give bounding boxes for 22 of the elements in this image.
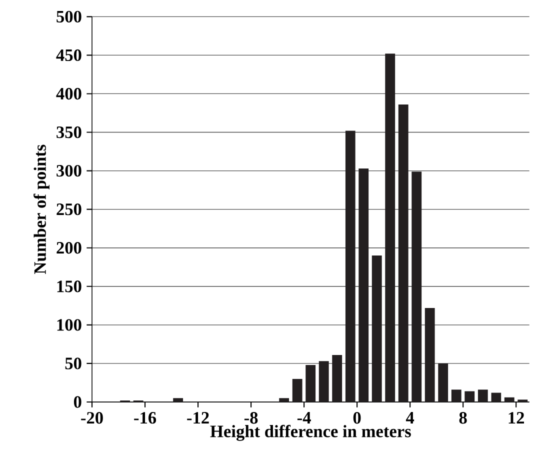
x-tick-label: -12 xyxy=(187,412,209,424)
x-tick-label: -4 xyxy=(297,412,311,424)
y-tick-label: 450 xyxy=(56,49,82,62)
y-tick-label: 400 xyxy=(56,88,82,100)
x-axis-title: Height difference in meters xyxy=(210,424,411,441)
y-tick-label: 500 xyxy=(56,10,82,23)
y-tick-label: 150 xyxy=(57,280,82,292)
y-tick-label: 200 xyxy=(56,242,82,254)
y-tick-label: 50 xyxy=(65,358,82,370)
x-tick-label: 8 xyxy=(459,412,467,424)
y-tick-label: 350 xyxy=(56,126,82,138)
y-tick-label: 100 xyxy=(57,319,82,331)
x-tick-label: 4 xyxy=(406,412,414,424)
y-tick-label: 300 xyxy=(56,164,82,177)
x-tick-label: 0 xyxy=(353,412,361,424)
y-tick-label: 0 xyxy=(74,396,82,408)
x-tick-label: 12 xyxy=(508,412,524,424)
x-tick-label: -20 xyxy=(81,412,103,424)
x-tick-label: -16 xyxy=(134,412,156,424)
y-axis-title: Number of points xyxy=(34,144,50,274)
y-tick-label: 250 xyxy=(56,203,82,216)
x-tick-label: -8 xyxy=(244,412,258,424)
